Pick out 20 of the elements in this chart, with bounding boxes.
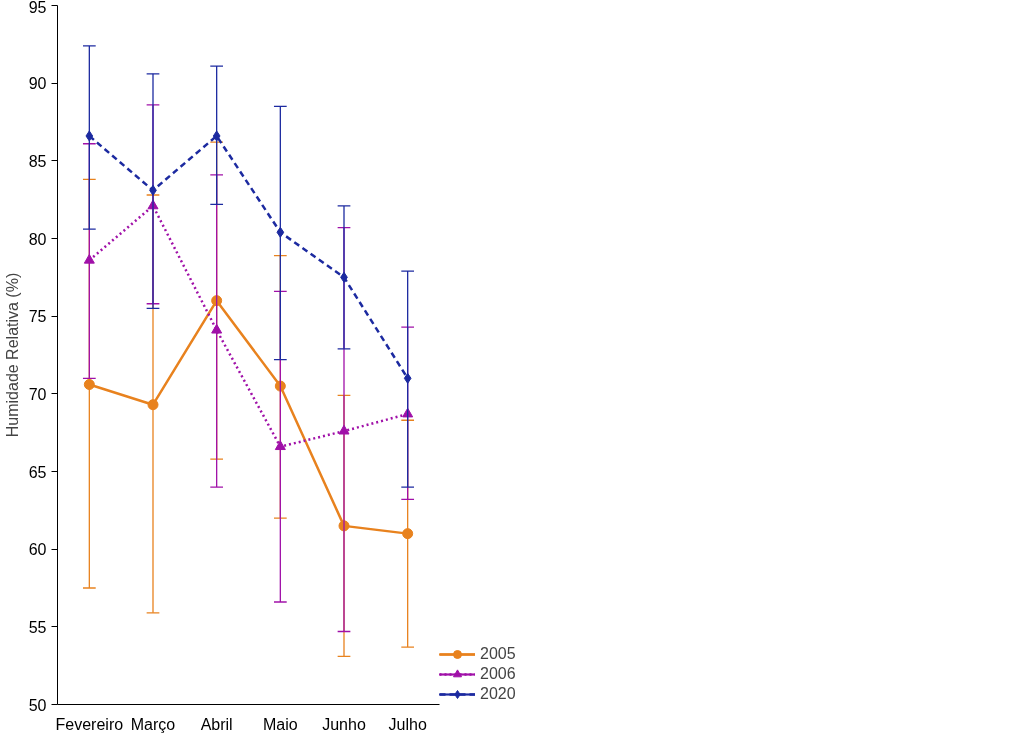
y-tick-label: 90 — [28, 75, 47, 93]
x-tick-label: Junho — [322, 715, 366, 733]
legend-label: 2020 — [480, 685, 516, 703]
y-tick-label: 75 — [28, 308, 47, 326]
y-tick-label: 55 — [28, 618, 47, 636]
y-tick-label: 80 — [28, 230, 47, 248]
x-tick-label: Abril — [200, 715, 233, 733]
x-tick-label: Maio — [262, 715, 298, 733]
x-tick-label: Julho — [388, 715, 427, 733]
y-tick-label: 70 — [28, 385, 47, 403]
y-tick-label: 85 — [28, 152, 47, 170]
legend-label: 2005 — [480, 645, 516, 663]
x-tick-label: Fevereiro — [55, 715, 124, 733]
legend-label: 2006 — [480, 665, 516, 683]
y-tick-label: 65 — [28, 463, 47, 481]
x-tick-label: Março — [130, 715, 176, 733]
y-axis-title: Humidade Relativa (%) — [3, 272, 21, 438]
y-tick-label: 60 — [28, 541, 47, 559]
y-tick-label: 95 — [28, 0, 47, 16]
y-tick-label: 50 — [28, 696, 47, 714]
